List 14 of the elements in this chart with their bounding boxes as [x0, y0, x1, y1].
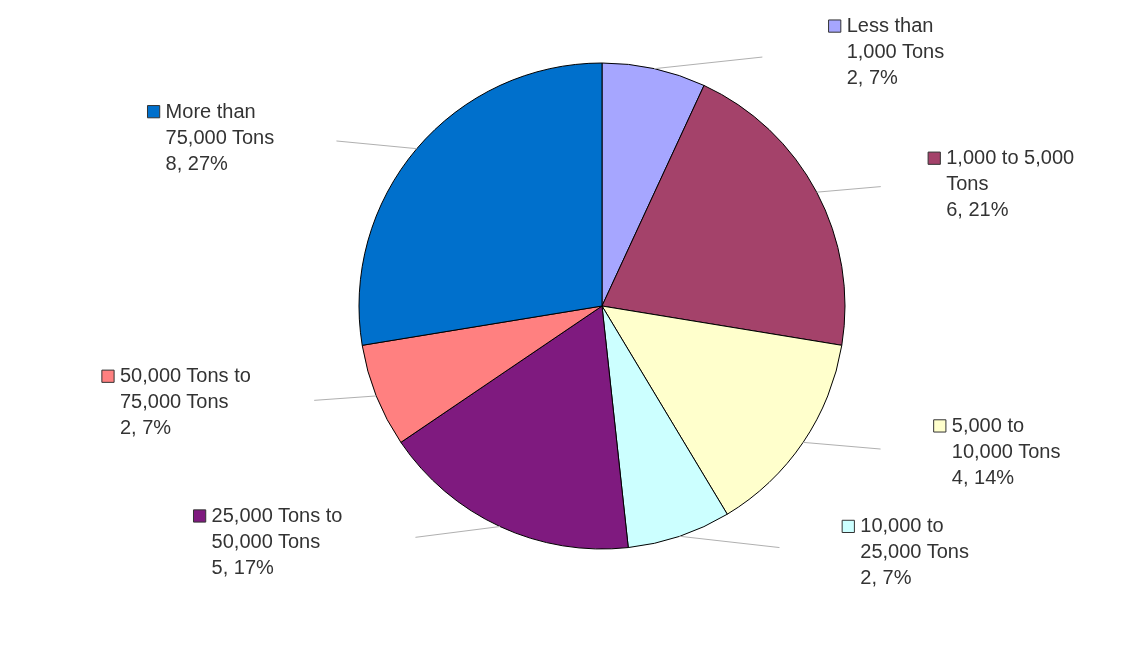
legend-label: Less than 1,000 Tons [846, 14, 945, 63]
legend-label: 50,000 Tons to 75,000 Tons [119, 364, 251, 413]
legend-label: 10,000 to 25,000 Tons [860, 514, 969, 563]
data-label: 5, 17% [211, 555, 275, 578]
legend-label: 5,000 to 10,000 Tons [951, 413, 1061, 462]
data-label: 2, 7% [860, 566, 912, 589]
data-label: 6, 21% [946, 198, 1009, 221]
legend-label: More than 75,000 Tons [165, 99, 275, 148]
data-label: 8, 27% [165, 151, 229, 174]
legend-label: 25,000 Tons to 50,000 Tons [211, 503, 343, 552]
data-label: 2, 7% [119, 416, 172, 439]
data-label: 2, 7% [846, 66, 899, 89]
legend-label: 1,000 to 5,000 Tons [946, 146, 1075, 195]
data-label: 4, 14% [951, 465, 1015, 488]
